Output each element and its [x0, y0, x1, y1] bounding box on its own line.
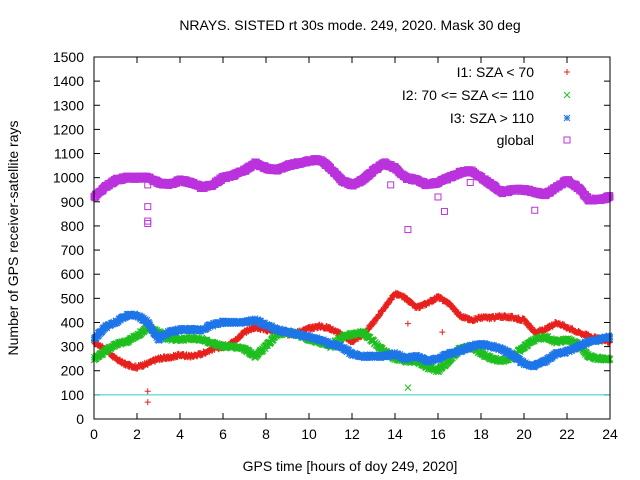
- series-global: [90, 155, 614, 234]
- y-tick-label: 900: [61, 194, 85, 210]
- x-tick-label: 8: [262, 426, 270, 442]
- y-tick-label: 1000: [53, 170, 84, 186]
- outlier-point: [144, 181, 152, 189]
- outlier-point: [466, 178, 474, 186]
- outlier-point: [144, 220, 152, 228]
- x-tick-label: 4: [176, 426, 184, 442]
- x-tick-label: 16: [430, 426, 446, 442]
- y-tick-label: 200: [61, 363, 85, 379]
- y-tick-label: 800: [61, 218, 85, 234]
- y-tick-label: 100: [61, 387, 85, 403]
- chart-title: NRAYS. SISTED rt 30s mode. 249, 2020. Ma…: [179, 17, 520, 33]
- y-tick-label: 1200: [53, 121, 84, 137]
- x-tick-label: 10: [301, 426, 317, 442]
- outlier-point: [144, 203, 152, 211]
- y-tick-label: 1400: [53, 73, 84, 89]
- x-tick-label: 6: [219, 426, 227, 442]
- x-tick-label: 2: [133, 426, 141, 442]
- outlier-point: [440, 207, 448, 215]
- y-tick-label: 1500: [53, 49, 84, 65]
- x-tick-label: 20: [516, 426, 532, 442]
- outlier-point: [404, 226, 412, 234]
- x-tick-label: 14: [387, 426, 403, 442]
- y-tick-label: 1300: [53, 97, 84, 113]
- y-tick-label: 700: [61, 242, 85, 258]
- y-tick-label: 600: [61, 266, 85, 282]
- outlier-point: [387, 181, 395, 189]
- x-tick-label: 12: [344, 426, 360, 442]
- y-tick-label: 300: [61, 339, 85, 355]
- y-tick-label: 400: [61, 314, 85, 330]
- tick-labels: 0 2 4 6 8 10 12 14 16 18 20 22 240100200300400500600…: [53, 49, 618, 442]
- y-tick-label: 500: [61, 290, 85, 306]
- x-tick-label: 0: [90, 426, 98, 442]
- series-layer: [90, 155, 614, 406]
- y-tick-label: 1100: [54, 146, 84, 162]
- x-tick-label: 24: [602, 426, 618, 442]
- y-tick-label: 0: [76, 411, 84, 427]
- x-tick-label: 18: [473, 426, 489, 442]
- x-tick-label: 22: [559, 426, 575, 442]
- outlier-point: [434, 193, 442, 201]
- outlier-point: [531, 206, 539, 214]
